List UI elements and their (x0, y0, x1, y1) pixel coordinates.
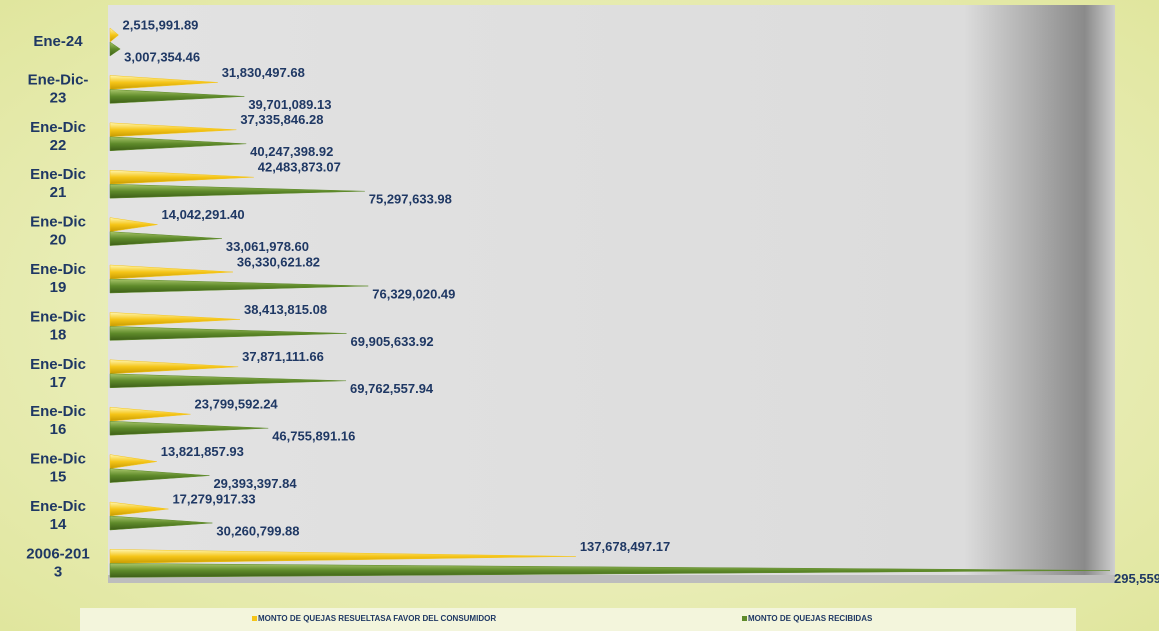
legend-swatch (742, 616, 747, 621)
category-label: Ene-Dic 14 (30, 498, 86, 533)
bar (109, 563, 1111, 578)
plot-floor (108, 575, 1115, 583)
value-label: 31,830,497.68 (222, 65, 305, 80)
bar (109, 373, 347, 389)
bar (109, 27, 119, 43)
category-label: Ene-Dic-23 (28, 71, 89, 106)
bar (109, 501, 169, 517)
value-label: 36,330,621.82 (237, 254, 320, 269)
bar (109, 183, 365, 199)
value-label: 37,871,111.66 (242, 349, 324, 364)
bar (109, 89, 245, 104)
value-label: 17,279,917.33 (172, 491, 255, 506)
bar (109, 359, 239, 375)
value-label: 69,762,557.94 (350, 381, 434, 396)
bar (109, 41, 121, 57)
value-label: 14,042,291.40 (162, 207, 245, 222)
bar (109, 75, 218, 90)
value-label: 46,755,891.16 (272, 429, 355, 444)
category-label: Ene-Dic 20 (30, 214, 86, 249)
value-label: 23,799,592.24 (195, 397, 279, 412)
bar (109, 264, 233, 280)
value-label: 33,061,978.60 (226, 239, 309, 254)
bar (109, 169, 254, 185)
value-label: 38,413,815.08 (244, 302, 327, 317)
legend-label: MONTO DE QUEJAS RECIBIDAS (748, 614, 873, 623)
category-label: Ene-Dic 15 (30, 451, 86, 486)
value-label: 3,007,354.46 (124, 49, 200, 64)
value-label: 137,678,497.17 (580, 539, 670, 554)
bar (109, 122, 237, 138)
category-label: Ene-Dic 16 (30, 403, 86, 438)
legend (80, 608, 1076, 631)
value-label: 37,335,846.28 (240, 112, 323, 127)
category-label: Ene-Dic 21 (30, 166, 86, 201)
bar (109, 231, 222, 246)
value-label: 76,329,020.49 (372, 286, 455, 301)
category-label: 2006-201 3 (26, 545, 89, 580)
category-label: Ene-Dic 19 (30, 261, 86, 296)
value-label: 42,483,873.07 (258, 160, 341, 175)
bar (109, 454, 157, 469)
bar (109, 278, 369, 294)
value-label: 39,701,089.13 (248, 97, 331, 112)
bar (109, 406, 191, 422)
value-label: 295,559,334.51 (1114, 571, 1159, 586)
legend-label: MONTO DE QUEJAS RESUELTASA FAVOR DEL CON… (258, 614, 496, 623)
plot-area (108, 5, 1115, 580)
category-label: Ene-Dic 18 (30, 308, 86, 343)
value-label: 2,515,991.89 (123, 17, 199, 32)
bar (109, 326, 347, 341)
bar (109, 515, 213, 531)
bar (109, 312, 240, 327)
value-label: 13,821,857.93 (161, 444, 244, 459)
category-label: Ene-Dic 22 (30, 119, 86, 154)
bar (109, 217, 158, 232)
bar (109, 420, 269, 436)
legend-swatch (252, 616, 257, 621)
value-label: 69,905,633.92 (351, 334, 434, 349)
value-label: 75,297,633.98 (369, 192, 452, 207)
category-label: Ene-24 (33, 33, 83, 50)
value-label: 29,393,397.84 (213, 476, 297, 491)
bar (109, 136, 247, 152)
bar (109, 468, 210, 483)
value-label: 40,247,398.92 (250, 144, 333, 159)
bar (109, 549, 576, 564)
category-label: Ene-Dic 17 (30, 356, 86, 391)
value-label: 30,260,799.88 (216, 523, 299, 538)
